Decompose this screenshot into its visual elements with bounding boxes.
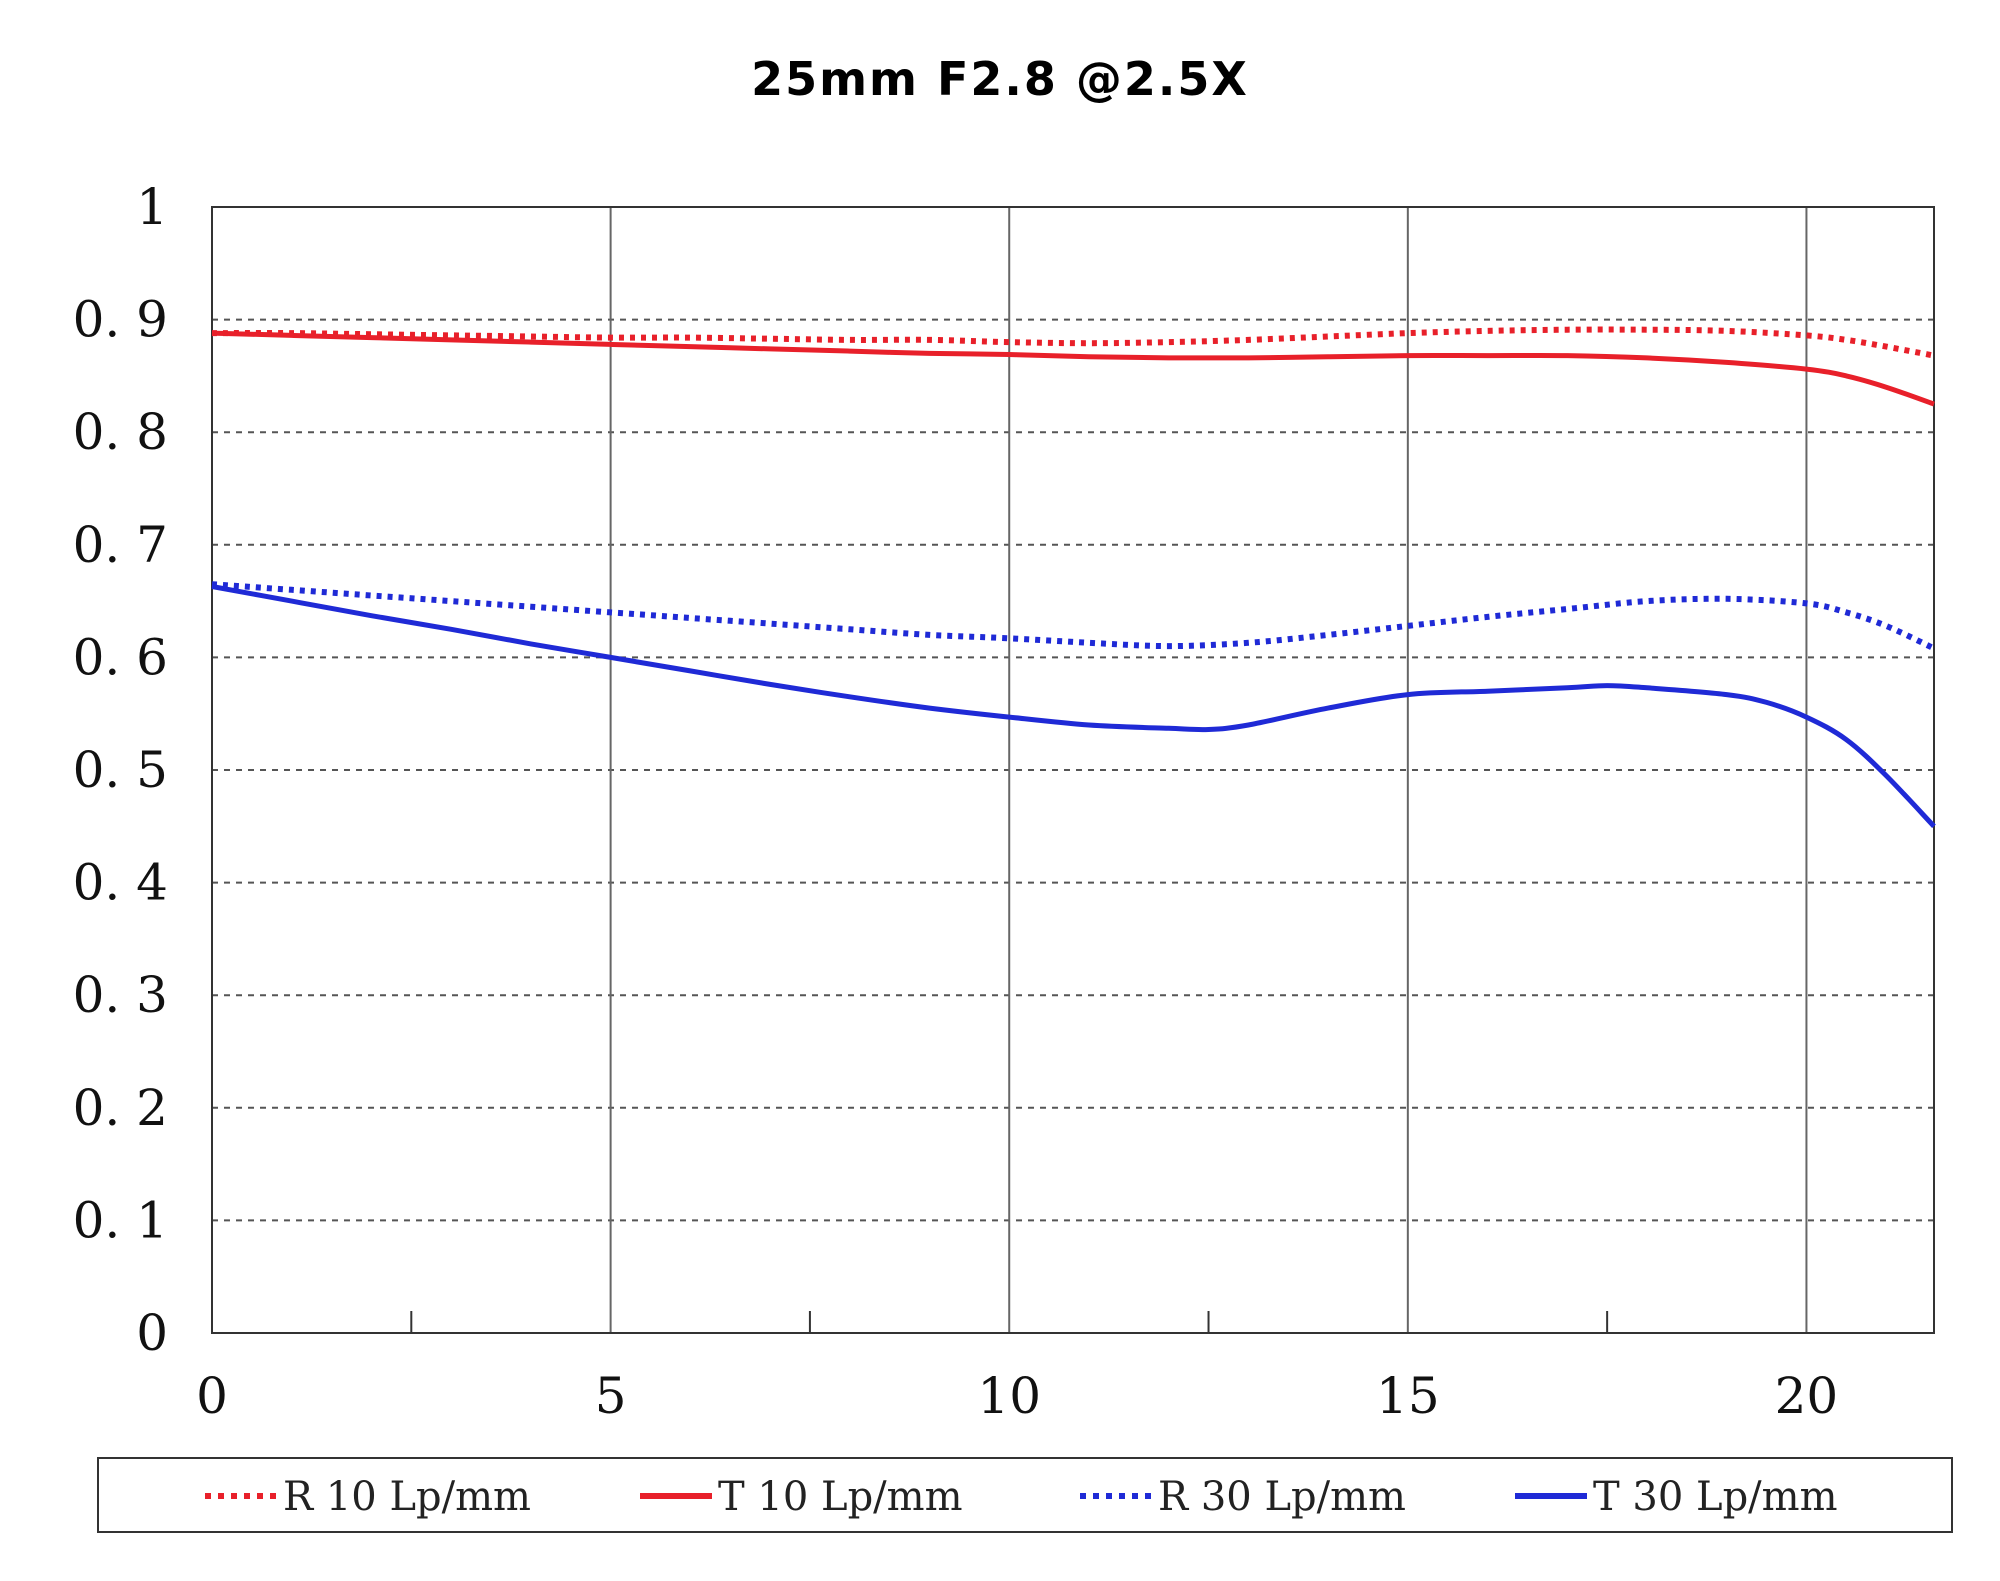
y-tick-label: 0. 4 (73, 854, 168, 912)
y-tick-label: 0 (136, 1304, 168, 1362)
chart-title: 25mm F2.8 @2.5X (751, 52, 1249, 106)
legend (97, 1457, 1953, 1533)
y-tick-label: 0. 5 (73, 741, 168, 799)
y-tick-label: 0. 7 (73, 516, 168, 574)
series-line-1 (211, 326, 1935, 359)
y-tick-label: 0. 6 (73, 628, 168, 686)
plot-frame (211, 206, 1935, 1334)
y-tick-label: 1 (136, 178, 168, 236)
legend-label: R 10 Lp/mm (283, 1474, 531, 1520)
x-tick-label: 5 (595, 1367, 627, 1425)
x-tick-label: 10 (977, 1367, 1041, 1425)
series-line-3 (211, 581, 1936, 652)
series-line-4 (211, 584, 1936, 829)
tick-labels: 00. 10. 20. 30. 40. 50. 60. 70. 80. 910 5… (73, 178, 1839, 1425)
y-tick-label: 0. 3 (73, 966, 168, 1024)
x-minor-ticks (410, 1311, 1609, 1333)
legend-label: T 30 Lp/mm (1593, 1474, 1838, 1520)
legend-entries: R 10 Lp/mm T 10 Lp/mm R 30 Lp/mm T 30 Lp/mm (205, 1474, 1838, 1520)
x-tick-label: 0 (196, 1367, 228, 1425)
x-tick-label: 20 (1775, 1367, 1839, 1425)
y-tick-label: 0. 2 (73, 1079, 168, 1137)
y-tick-label: 0. 1 (73, 1191, 168, 1249)
y-tick-label: 0. 8 (73, 403, 168, 461)
series-lines (211, 326, 1936, 829)
y-tick-label: 0. 9 (73, 291, 168, 349)
series-line-2 (211, 330, 1935, 407)
legend-label: T 10 Lp/mm (718, 1474, 963, 1520)
x-tick-label: 15 (1376, 1367, 1440, 1425)
grid (212, 207, 1934, 1333)
legend-label: R 30 Lp/mm (1158, 1474, 1406, 1520)
